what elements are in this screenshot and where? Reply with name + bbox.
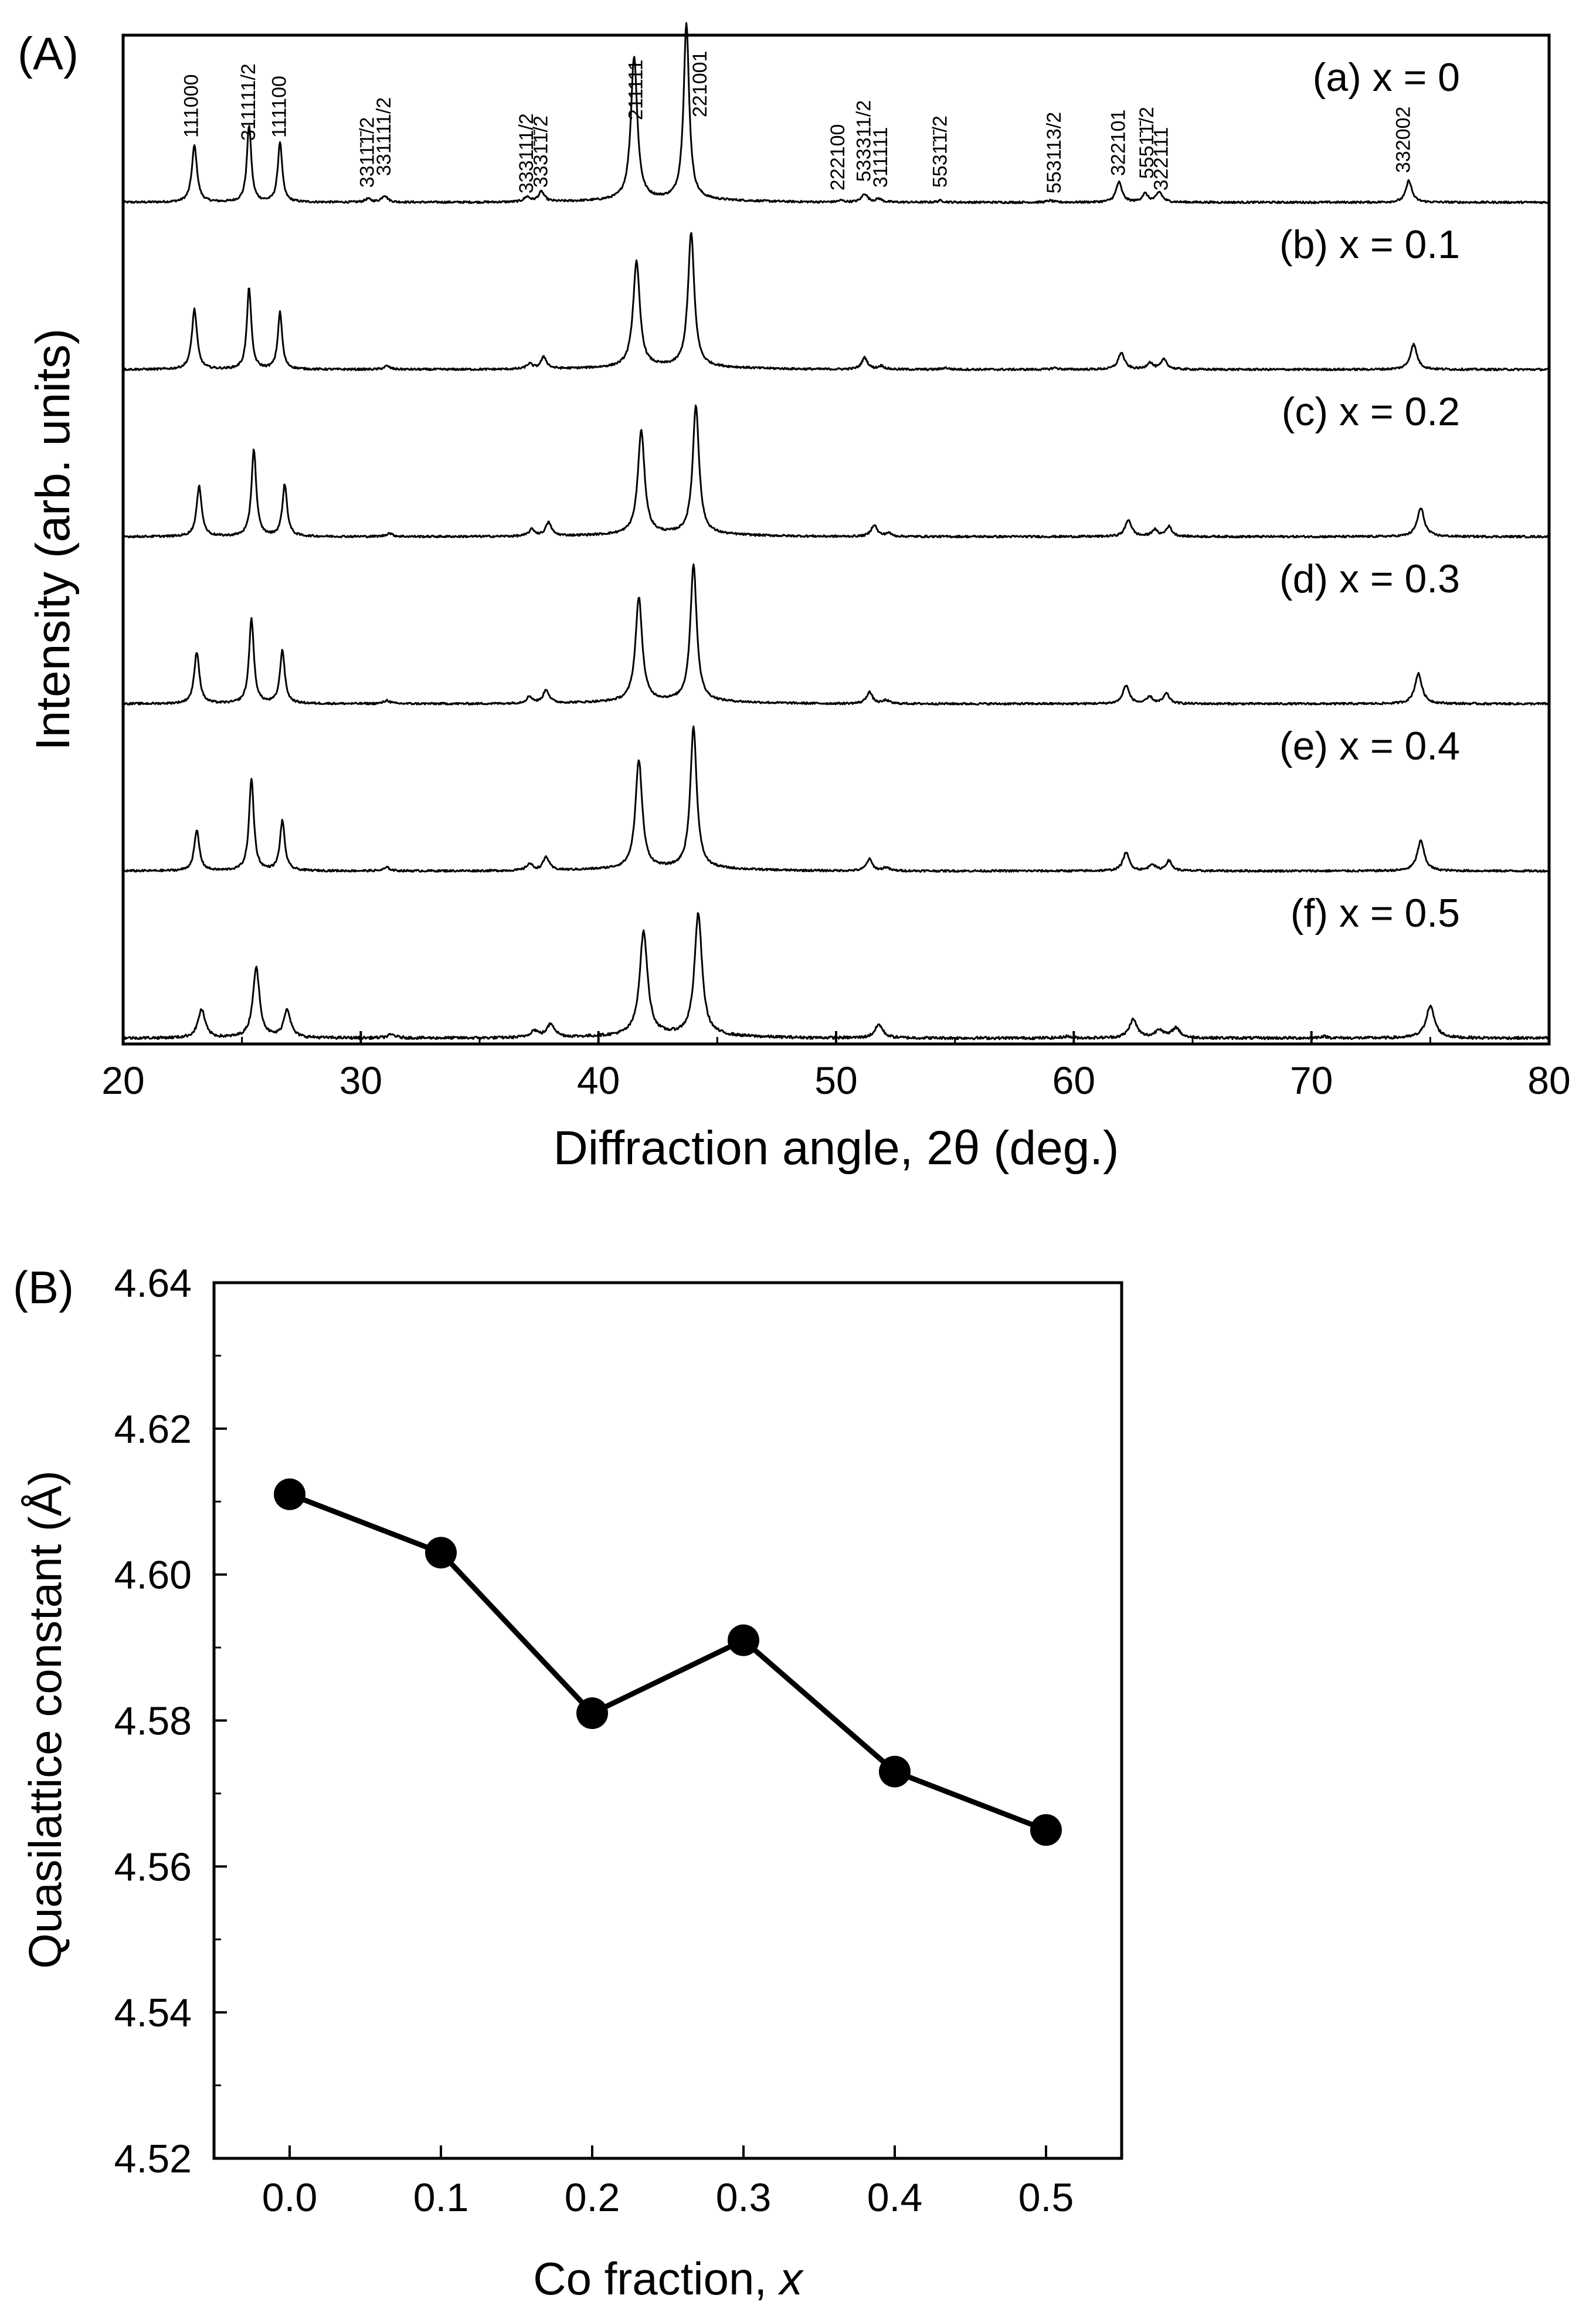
y-tick-label: 4.60 — [114, 1553, 192, 1598]
peak-index-label: 222100 — [827, 124, 849, 191]
panel-a-x-axis-ticks: 20 30 40 50 60 70 80 — [101, 1031, 1571, 1102]
y-tick-label: 4.62 — [114, 1407, 192, 1452]
panel-b-x-axis-ticks: 0.0 0.1 0.2 0.3 0.4 0.5 — [262, 2145, 1074, 2220]
panel-a-chart: (A) 111000 311111/2 111100 3311̄1̄/2331111/… — [18, 22, 1571, 1175]
series-label: (c) x = 0.2 — [1282, 389, 1460, 434]
panel-a-x-axis-label: Diffraction angle, 2θ (deg.) — [553, 1121, 1119, 1175]
panel-b-y-axis-ticks: 4.52 4.54 4.56 4.58 4.60 4.62 4.64 — [114, 1261, 227, 2181]
data-point — [1030, 1814, 1062, 1846]
lattice-constant-series — [274, 1478, 1062, 1846]
panel-a-y-axis-label: Intensity (arb. units) — [26, 328, 80, 751]
x-label-prefix: Co fraction, — [533, 2253, 780, 2304]
peak-index-label: 331111/2 — [373, 97, 395, 176]
peak-index-label: 111000 — [181, 74, 203, 138]
panel-b-x-axis-label: Co fraction, x — [533, 2253, 804, 2304]
x-tick-label: 70 — [1290, 1059, 1333, 1102]
x-tick-label: 50 — [814, 1059, 857, 1102]
peak-index-label: 322111 — [1150, 127, 1172, 191]
data-point — [728, 1624, 759, 1656]
data-point — [425, 1537, 457, 1569]
series-label: (e) x = 0.4 — [1279, 724, 1460, 768]
panel-b-chart: (B) 4.524.544.564.584.604.624.64 0.0 0.1 0… — [13, 1261, 1123, 2304]
peak-index-label: 553113/2 — [1043, 112, 1065, 194]
peak-index-label: 221001 — [689, 51, 711, 117]
peak-index-label: 333111/2 — [515, 113, 538, 194]
data-point — [274, 1478, 305, 1510]
xrd-trace — [123, 232, 1550, 372]
y-tick-label: 4.54 — [114, 1991, 192, 2035]
peak-index-label: 322101 — [1107, 110, 1129, 176]
x-tick-label: 0.1 — [413, 2175, 469, 2220]
peak-index-label: 332002 — [1393, 107, 1415, 173]
series-label: (d) x = 0.3 — [1279, 557, 1460, 601]
x-tick-label: 20 — [101, 1059, 144, 1102]
y-tick-label: 4.52 — [114, 2137, 192, 2181]
xrd-trace — [122, 404, 1550, 539]
panel-b-plot-frame — [212, 1281, 1123, 2160]
x-tick-label: 0.0 — [262, 2175, 318, 2220]
x-tick-label: 0.3 — [716, 2175, 772, 2220]
peak-index-label: 111100 — [269, 76, 291, 138]
peak-index-label: 3311̄1̄/2 — [356, 117, 378, 188]
series-label: (a) x = 0 — [1313, 55, 1460, 100]
y-tick-label: 4.56 — [114, 1845, 192, 1889]
x-tick-label: 0.5 — [1018, 2175, 1074, 2220]
x-tick-label: 60 — [1052, 1059, 1095, 1102]
peak-index-label: 211111 — [625, 60, 647, 120]
peak-index-label: 533311/2 — [853, 100, 875, 182]
data-point — [879, 1755, 911, 1788]
series-label: (b) x = 0.1 — [1279, 222, 1460, 267]
x-tick-label: 80 — [1527, 1059, 1570, 1102]
xrd-trace — [122, 563, 1550, 706]
series-line — [288, 1491, 1047, 1833]
panel-b-y-axis-label: Quasilattice constant (Å) — [19, 1470, 71, 1969]
panel-b-label: (B) — [13, 1262, 74, 1313]
series-labels: (a) x = 0 (b) x = 0.1 (c) x = 0.2 (d) x = 0… — [1279, 55, 1460, 935]
data-point — [576, 1697, 608, 1730]
x-tick-label: 0.2 — [565, 2175, 620, 2220]
xrd-trace — [122, 22, 1550, 205]
panel-a-label: (A) — [18, 28, 79, 79]
x-tick-label: 0.4 — [867, 2175, 923, 2220]
peak-index-label: 311111/2 — [237, 63, 260, 141]
peak-index-label: 5531̄1̄/2 — [929, 116, 951, 188]
x-tick-label: 40 — [577, 1059, 620, 1102]
y-tick-label: 4.64 — [114, 1261, 192, 1306]
peak-index-label: 311111 — [870, 127, 892, 188]
x-label-variable: x — [777, 2253, 804, 2304]
peak-index-label: 5551̄1̄/2 — [1136, 107, 1158, 179]
series-label: (f) x = 0.5 — [1291, 891, 1460, 935]
peak-index-label: 3331̄1̄/2 — [529, 116, 552, 188]
x-tick-label: 30 — [339, 1059, 382, 1102]
y-tick-label: 4.58 — [114, 1699, 192, 1744]
xrd-trace — [123, 726, 1550, 873]
